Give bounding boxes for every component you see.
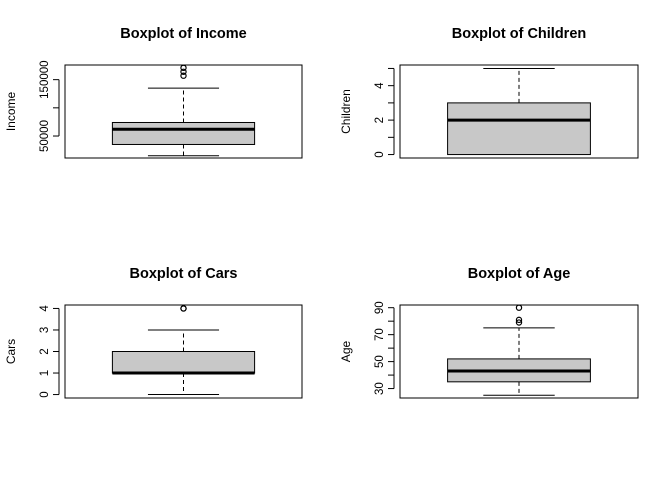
y-tick-label: 4 bbox=[39, 305, 51, 312]
outlier-point bbox=[180, 64, 187, 72]
y-tick-label: 2 bbox=[39, 348, 51, 354]
y-axis-label: Cars bbox=[4, 339, 18, 364]
iqr-box bbox=[111, 121, 256, 145]
y-tick-label: 0 bbox=[39, 391, 51, 397]
outlier-point bbox=[515, 304, 523, 311]
y-tick-label: 3 bbox=[39, 327, 51, 333]
y-axis-label: Children bbox=[339, 89, 353, 134]
age-boxplot-panel: Boxplot of Age 30 50 70 90 Age bbox=[339, 266, 639, 399]
children-boxplot-panel: Boxplot of Children 0 2 4 Children bbox=[339, 26, 639, 159]
y-tick-label: 50 bbox=[374, 355, 386, 368]
y-tick-label: 4 bbox=[374, 82, 386, 89]
y-axis-label: Income bbox=[4, 92, 18, 132]
y-tick-label: 150000 bbox=[39, 60, 51, 98]
y-tick-label: 2 bbox=[374, 117, 386, 123]
y-axis-label: Age bbox=[339, 341, 353, 363]
chart-title: Boxplot of Children bbox=[452, 26, 587, 42]
iqr-box bbox=[111, 351, 256, 374]
cars-boxplot-panel: Boxplot of Cars 0 1 2 3 4 Cars bbox=[4, 266, 303, 399]
plot-frame bbox=[64, 304, 303, 399]
chart-title: Boxplot of Cars bbox=[130, 266, 238, 282]
y-tick-label: 0 bbox=[374, 151, 386, 157]
iqr-box bbox=[447, 102, 591, 156]
y-tick-label: 90 bbox=[374, 301, 386, 314]
outlier-point bbox=[515, 319, 523, 326]
chart-title: Boxplot of Income bbox=[120, 26, 246, 42]
y-tick-label: 70 bbox=[374, 328, 386, 341]
chart-title: Boxplot of Age bbox=[468, 266, 571, 282]
outlier-point bbox=[180, 68, 187, 75]
y-tick-label: 50000 bbox=[39, 120, 51, 152]
outlier-point bbox=[180, 305, 187, 312]
plot-frame bbox=[399, 64, 639, 159]
y-tick-label: 30 bbox=[374, 382, 386, 395]
outlier-point bbox=[180, 72, 187, 79]
y-tick-label: 1 bbox=[39, 370, 51, 376]
income-boxplot-panel: Boxplot of Income 50000 150000 Income bbox=[4, 26, 303, 159]
outlier-point bbox=[515, 316, 523, 324]
